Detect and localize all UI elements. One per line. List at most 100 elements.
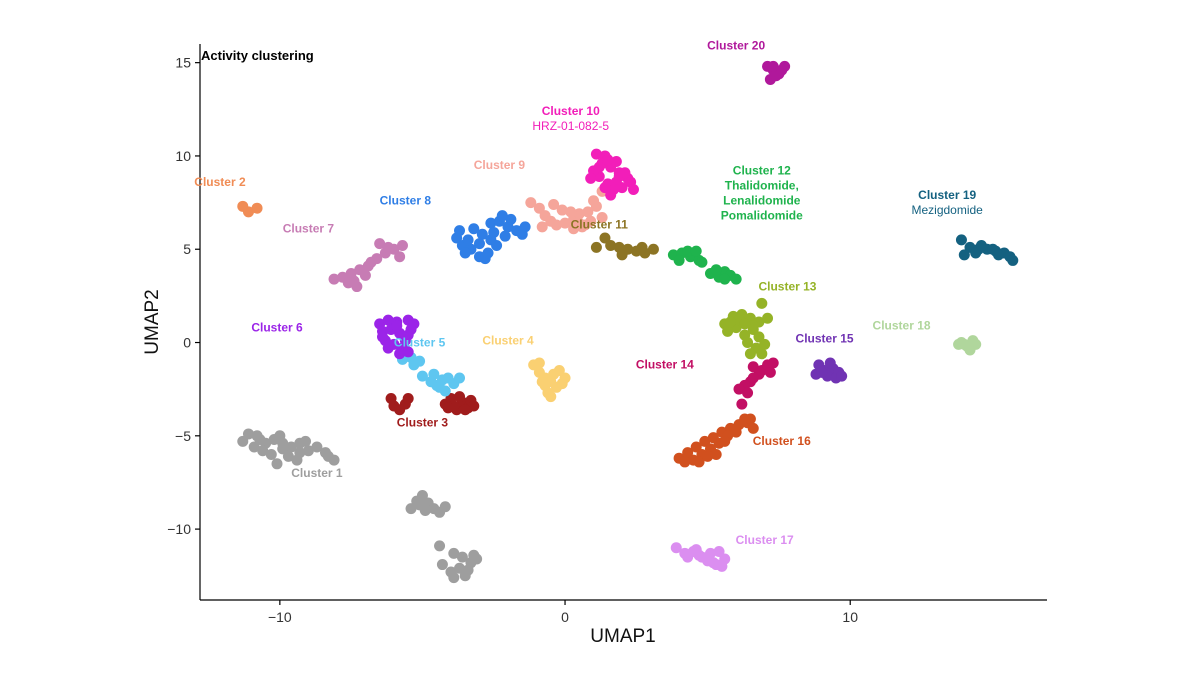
cluster-1-point bbox=[416, 490, 428, 502]
cluster-8-label: Cluster 8 bbox=[380, 193, 432, 207]
cluster-11-label: Cluster 11 bbox=[571, 218, 629, 232]
cluster-6-point bbox=[391, 320, 403, 332]
y-axis-title: UMAP2 bbox=[142, 289, 163, 354]
y-tick-label: −10 bbox=[167, 521, 191, 537]
cluster-13-point bbox=[744, 348, 756, 360]
cluster-11-point bbox=[605, 240, 617, 252]
cluster-10-point bbox=[627, 184, 639, 196]
cluster-15-label: Cluster 15 bbox=[796, 332, 854, 346]
cluster-10-point bbox=[619, 167, 631, 179]
cluster-4-point bbox=[545, 391, 557, 403]
cluster-6-point bbox=[377, 331, 389, 343]
cluster-3-point bbox=[468, 400, 480, 412]
cluster-18-point bbox=[967, 335, 979, 347]
cluster-1-point bbox=[271, 458, 283, 470]
cluster-1-point bbox=[311, 441, 323, 453]
cluster-7-point bbox=[382, 241, 394, 253]
cluster-13-point bbox=[756, 297, 768, 309]
cluster-9-point bbox=[573, 208, 585, 220]
cluster-8-point bbox=[462, 234, 474, 246]
cluster-7-point bbox=[328, 273, 340, 285]
cluster-8-point bbox=[454, 225, 466, 237]
cluster-2-label: Cluster 2 bbox=[194, 175, 246, 189]
cluster-17-label: Cluster 17 bbox=[736, 533, 794, 547]
cluster-3-point bbox=[402, 392, 414, 404]
cluster-9-point bbox=[550, 219, 562, 231]
cluster-19-point bbox=[1007, 254, 1019, 266]
cluster-7-point bbox=[348, 275, 360, 287]
cluster-6-label: Cluster 6 bbox=[251, 320, 303, 334]
cluster-1-point bbox=[436, 559, 448, 571]
cluster-1-point bbox=[248, 441, 260, 453]
cluster-7-point bbox=[374, 238, 386, 250]
cluster-6-point bbox=[399, 335, 411, 347]
cluster-6-point bbox=[382, 314, 394, 326]
cluster-16-point bbox=[719, 435, 731, 447]
cluster-9-point bbox=[533, 202, 545, 214]
cluster-9-point bbox=[556, 204, 568, 216]
cluster-1-point bbox=[462, 564, 474, 576]
cluster-8-point bbox=[485, 217, 497, 229]
cluster-14-point bbox=[742, 387, 754, 399]
cluster-1-point bbox=[294, 447, 306, 459]
cluster-4-point bbox=[553, 365, 565, 377]
cluster-17-point bbox=[713, 545, 725, 557]
cluster-6-point bbox=[394, 348, 406, 360]
cluster-14-point bbox=[764, 366, 776, 378]
cluster-5-point bbox=[428, 368, 440, 380]
y-tick-label: 5 bbox=[183, 241, 191, 257]
cluster-13-point bbox=[722, 325, 734, 337]
cluster-5-point bbox=[416, 370, 428, 382]
cluster-9-point bbox=[579, 219, 591, 231]
cluster-14-point bbox=[767, 357, 779, 369]
cluster-3-label: Cluster 3 bbox=[397, 415, 449, 429]
cluster-13-point bbox=[739, 318, 751, 330]
cluster-17-point bbox=[716, 560, 728, 572]
cluster-16-point bbox=[747, 422, 759, 434]
cluster-1-label: Cluster 1 bbox=[291, 466, 343, 480]
cluster-13-point bbox=[762, 312, 774, 324]
cluster-10-label: Cluster 10 bbox=[542, 104, 600, 118]
cluster-1-point bbox=[265, 448, 277, 460]
cluster-10-point bbox=[590, 148, 602, 160]
cluster-8-point bbox=[459, 247, 471, 259]
cluster-13-point bbox=[747, 320, 759, 332]
cluster-16-point bbox=[702, 450, 714, 462]
cluster-1-point bbox=[454, 562, 466, 574]
cluster-7-point bbox=[365, 256, 377, 268]
cluster-14-point bbox=[733, 383, 745, 395]
cluster-14-point bbox=[736, 398, 748, 410]
cluster-12-compound-label: Thalidomide, bbox=[725, 179, 799, 193]
cluster-17-point bbox=[670, 542, 682, 554]
cluster-11-point bbox=[599, 232, 611, 244]
cluster-12-compound-label: Pomalidomide bbox=[721, 208, 803, 222]
cluster-1-point bbox=[405, 503, 417, 515]
cluster-20-point bbox=[767, 60, 779, 72]
chart-title: Activity clustering bbox=[201, 48, 314, 63]
cluster-19-point bbox=[970, 247, 982, 259]
cluster-10-point bbox=[602, 154, 614, 166]
cluster-13-point bbox=[724, 316, 736, 328]
cluster-1-point bbox=[302, 445, 314, 457]
cluster-9-label: Cluster 9 bbox=[474, 158, 526, 172]
cluster-12-point bbox=[690, 245, 702, 257]
cluster-1-point bbox=[242, 428, 254, 440]
cluster-10-point bbox=[593, 161, 605, 173]
cluster-16-point bbox=[693, 456, 705, 468]
cluster-19-point bbox=[958, 249, 970, 261]
cluster-9-point bbox=[536, 221, 548, 233]
cluster-12-compound-label: Lenalidomide bbox=[723, 193, 801, 207]
cluster-17-point bbox=[682, 551, 694, 563]
cluster-11-point bbox=[590, 241, 602, 253]
cluster-18-label: Cluster 18 bbox=[873, 318, 931, 332]
y-tick-label: 0 bbox=[183, 335, 191, 351]
cluster-12-point bbox=[730, 273, 742, 285]
cluster-11-point bbox=[636, 241, 648, 253]
cluster-19-compound-label: Mezigdomide bbox=[911, 203, 983, 217]
cluster-9-point bbox=[548, 198, 560, 210]
cluster-8-point bbox=[519, 221, 531, 233]
cluster-1-point bbox=[434, 540, 446, 552]
cluster-9-point bbox=[582, 206, 594, 218]
cluster-14-point bbox=[747, 361, 759, 373]
cluster-9-point bbox=[559, 217, 571, 229]
